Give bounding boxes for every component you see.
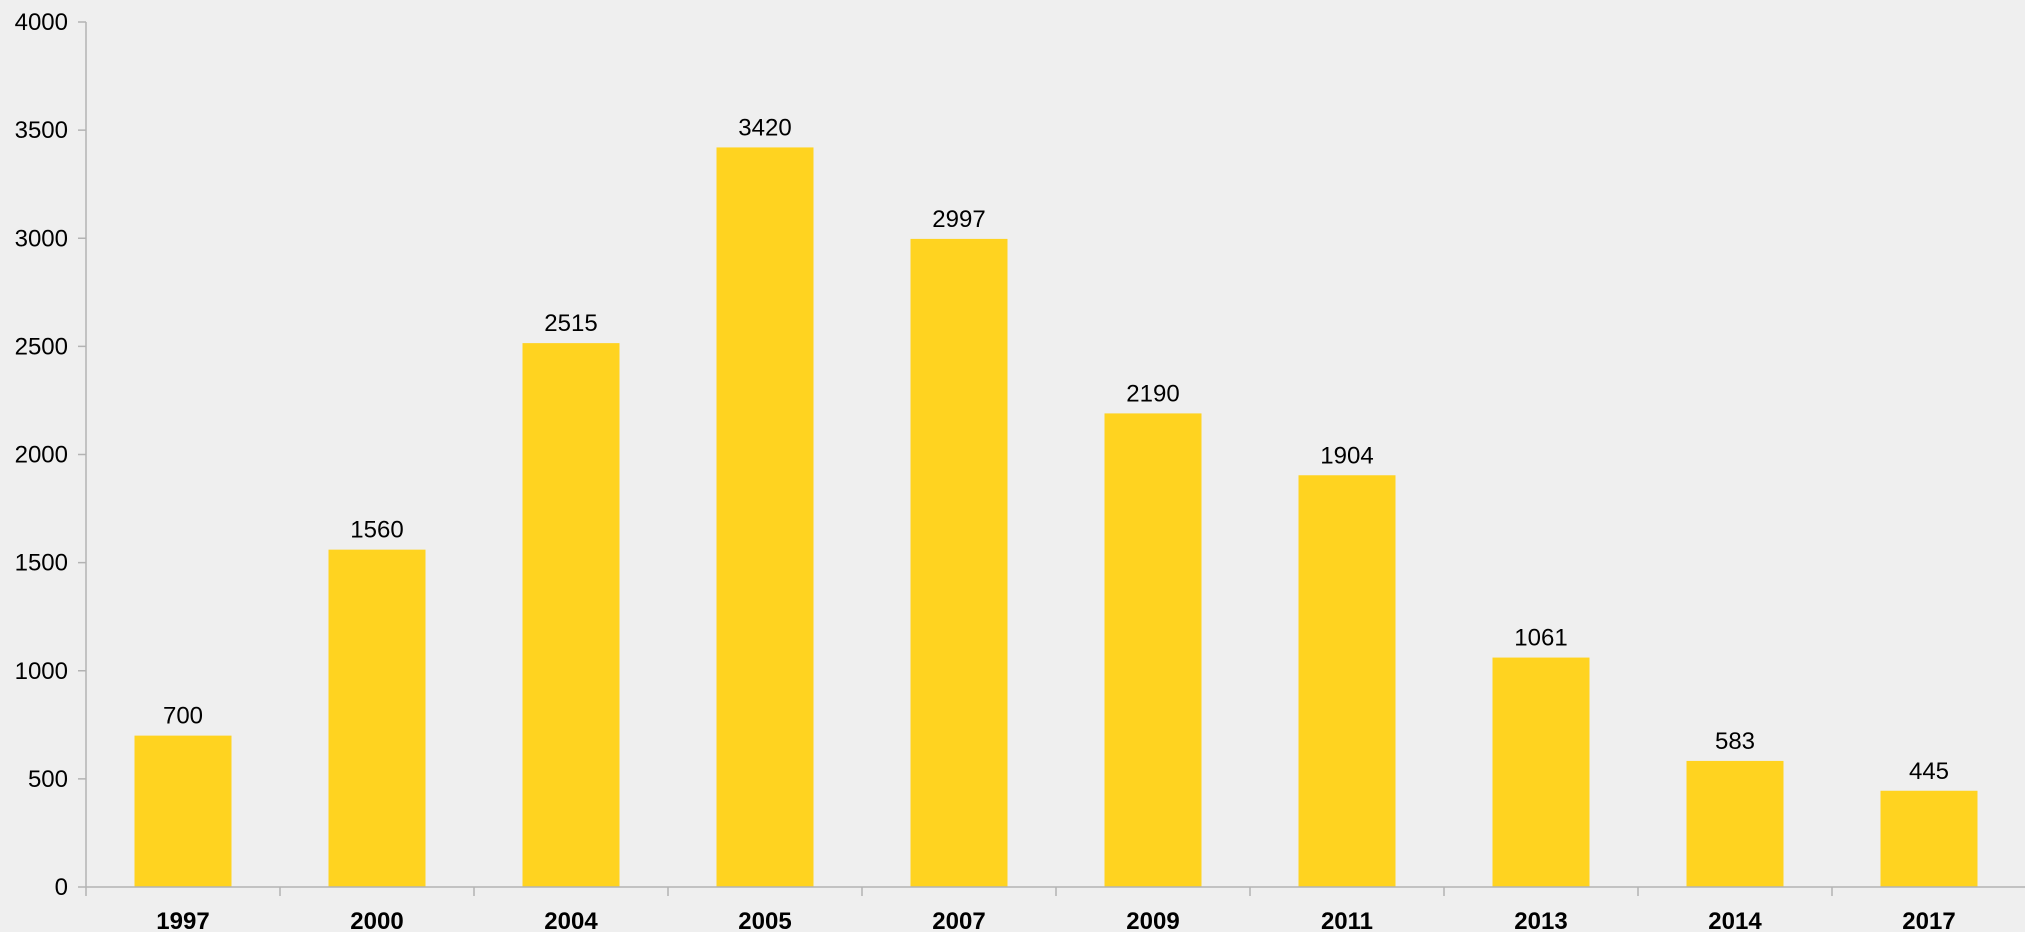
y-tick-label: 0	[55, 874, 68, 901]
bar-2009	[1104, 413, 1202, 887]
bars	[134, 147, 1978, 888]
x-tick-label-2014: 2014	[1708, 908, 1762, 932]
bar-2007	[910, 238, 1008, 887]
x-tick-label-1997: 1997	[156, 908, 209, 932]
x-tick-label-2017: 2017	[1902, 908, 1955, 932]
category-labels: 1997 2000 2004 2005 2007 2009 2011 2013 2014 2017	[156, 908, 1955, 932]
data-label-2013: 1061	[1514, 625, 1567, 652]
bar-2014	[1686, 760, 1784, 887]
data-label-2011: 1904	[1320, 442, 1373, 469]
x-tick-label-2004: 2004	[544, 908, 598, 932]
y-tick-label: 1000	[15, 658, 68, 685]
data-label-2009: 2190	[1126, 380, 1179, 407]
x-axis-ticks	[85, 887, 1833, 896]
x-tick-label-2011: 2011	[1321, 908, 1373, 932]
y-tick-label: 500	[28, 766, 68, 793]
data-label-2014: 583	[1715, 728, 1755, 755]
y-tick-label: 2000	[15, 442, 68, 469]
bar-1997	[134, 735, 232, 887]
x-tick-label-2013: 2013	[1514, 908, 1567, 932]
y-tick-label: 3000	[15, 225, 68, 252]
x-tick-label-2000: 2000	[350, 908, 403, 932]
bar-2013	[1492, 657, 1590, 887]
x-tick-label-2007: 2007	[932, 908, 985, 932]
data-label-2005: 3420	[738, 114, 791, 141]
y-tick-label: 1500	[15, 550, 68, 577]
bar-2017	[1880, 790, 1978, 887]
data-label-2000: 1560	[350, 517, 403, 544]
bar-2011	[1298, 475, 1396, 887]
x-tick-label-2005: 2005	[738, 908, 791, 932]
y-tick-label: 2500	[15, 333, 68, 360]
y-axis-ticks: 0 500 1000 1500 2000 2500 3000 3500 4000	[15, 9, 86, 901]
data-label-1997: 700	[163, 703, 203, 730]
data-label-2007: 2997	[932, 206, 985, 233]
value-labels: 700 1560 2515 3420 2997 2190 1904 1061 583 445	[163, 114, 1949, 784]
x-tick-label-2009: 2009	[1126, 908, 1179, 932]
bar-2000	[328, 549, 426, 887]
y-tick-label: 4000	[15, 9, 68, 36]
bar-2004	[522, 343, 620, 888]
data-label-2017: 445	[1909, 758, 1949, 785]
bar-2005	[716, 147, 814, 888]
y-tick-label: 3500	[15, 117, 68, 144]
data-label-2004: 2515	[544, 310, 597, 337]
